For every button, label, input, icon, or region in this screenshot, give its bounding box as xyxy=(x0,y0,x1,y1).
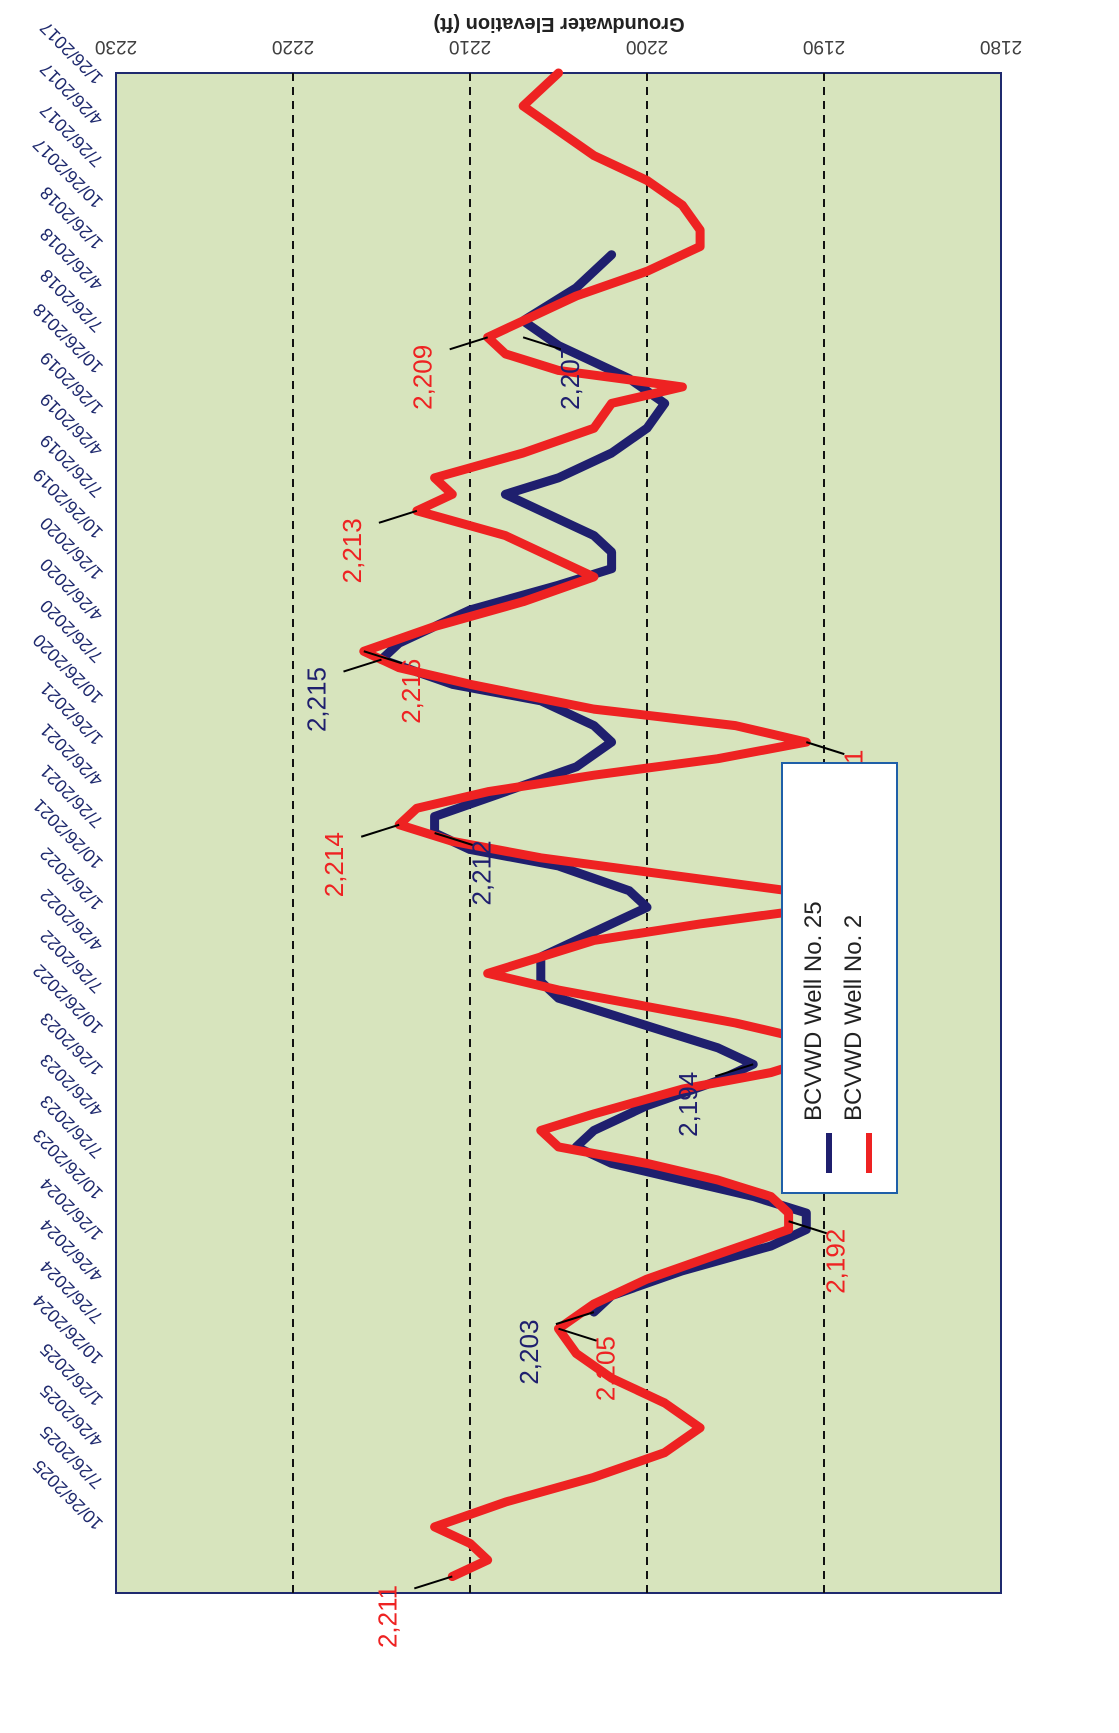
legend-label-well25: BCVWD Well No. 25 xyxy=(800,901,827,1121)
y-tick-label: 2190 xyxy=(803,36,845,57)
annotation-leader xyxy=(714,1063,754,1078)
y-axis-ticks: 2180 2190 2200 2210 2220 2230 xyxy=(95,36,1022,57)
annotation-leader xyxy=(555,1311,595,1326)
series-line-1 xyxy=(359,68,829,1581)
annotation-label: 2,203 xyxy=(514,1320,544,1385)
annotation-leader xyxy=(449,336,489,351)
annotation-leader xyxy=(788,1220,827,1235)
legend-label-well2: BCVWD Well No. 2 xyxy=(840,915,867,1121)
y-tick-label: 2220 xyxy=(272,36,314,57)
annotation-label: 2,212 xyxy=(467,840,497,905)
annotation-label: 2,211 xyxy=(372,1585,402,1648)
x-axis-ticks: 1/26/20174/26/20177/26/201710/26/20171/2… xyxy=(29,18,107,1534)
annotation-label: 2,213 xyxy=(337,518,367,583)
annotation-leader xyxy=(434,832,473,846)
y-tick-label: 2200 xyxy=(626,36,668,57)
annotation-leader xyxy=(343,658,382,673)
annotation-label: 2,215 xyxy=(302,667,332,732)
y-tick-label: 2210 xyxy=(449,36,491,57)
annotation-leader xyxy=(558,1327,597,1342)
annotation-leader xyxy=(363,650,403,665)
annotation-leader xyxy=(360,823,400,838)
annotation-label: 2,194 xyxy=(673,1072,703,1137)
annotation-label: 2,209 xyxy=(408,345,438,410)
annotation-label: 2,214 xyxy=(319,832,349,897)
y-tick-label: 2180 xyxy=(980,36,1022,57)
legend: BCVWD Well No. 25 BCVWD Well No. 2 xyxy=(781,762,898,1194)
annotation-leader xyxy=(805,741,845,756)
annotation-label: 2,216 xyxy=(396,659,426,724)
annotation-leader xyxy=(522,336,562,351)
y-axis-label: Groundwater Elevation (ft) xyxy=(433,13,684,35)
y-tick-label: 2230 xyxy=(95,36,137,57)
annotation-label: 2,205 xyxy=(591,1336,621,1401)
series-group xyxy=(359,68,829,1581)
annotation-label: 2,192 xyxy=(821,1229,851,1294)
annotation-leader xyxy=(413,1575,453,1590)
annotation-leader xyxy=(378,509,418,524)
annotation-label: 2,207 xyxy=(555,345,585,410)
